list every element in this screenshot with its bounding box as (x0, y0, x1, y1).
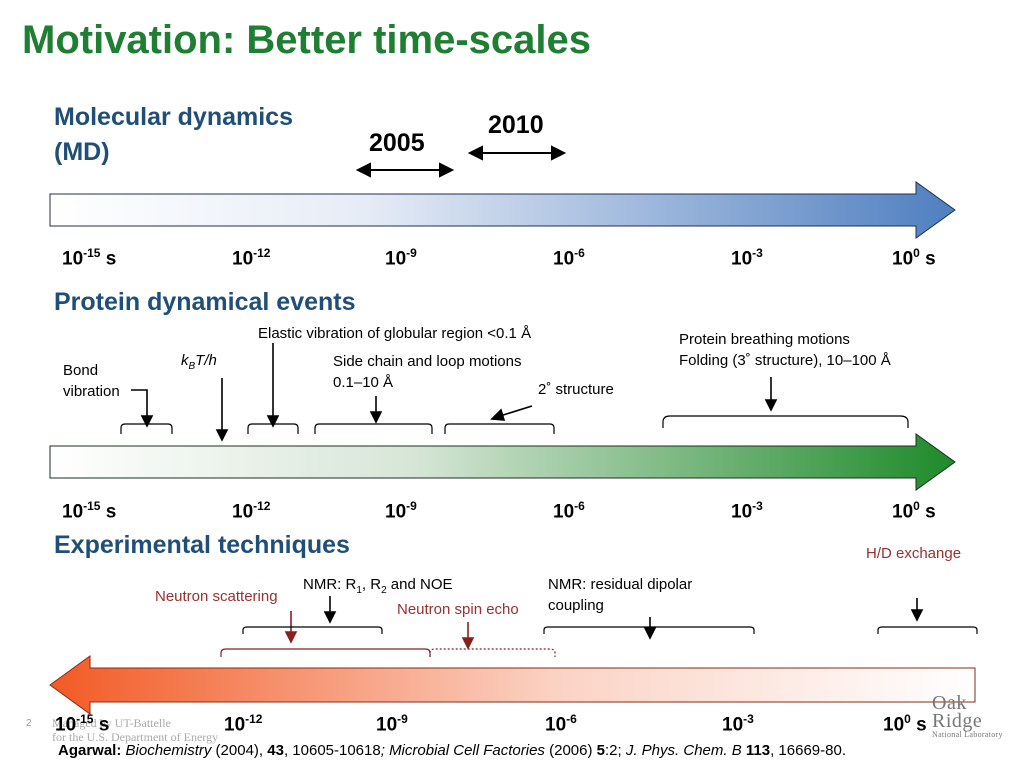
neutron-scattering-label: Neutron scattering (155, 588, 278, 605)
breathing-pointer (764, 377, 778, 412)
protein-tick-2: 10-12 (232, 499, 271, 523)
secondary-structure-pointer (490, 405, 533, 421)
neutron-scattering-brace (220, 648, 431, 657)
page-title: Motivation: Better time-scales (22, 18, 592, 62)
side-chain-brace (314, 423, 433, 434)
page-number: 2 (26, 718, 32, 729)
bond-brace (120, 423, 173, 434)
citation-footer: Agarwal: Biochemistry (2004), 43, 10605-… (58, 742, 846, 759)
neutron-scattering-pointer (284, 611, 298, 644)
kbt-label: kBT/h (181, 352, 217, 372)
managed-by-text: Managed by UT-Battelle for the U.S. Depar… (52, 716, 219, 744)
hd-exchange-pointer (910, 598, 924, 622)
secondary-structure-brace (444, 423, 555, 434)
breathing-label: Protein breathing motions Folding (3˚ str… (679, 331, 891, 369)
spin-echo-label: Neutron spin echo (397, 601, 519, 618)
elastic-vibration-label: Elastic vibration of globular region <0.… (258, 325, 532, 342)
experimental-heading: Experimental techniques (54, 531, 350, 559)
breathing-brace (662, 415, 909, 428)
md-year-2005: 2005 (369, 129, 425, 157)
protein-tick-6: 100 s (892, 499, 936, 523)
spin-echo-pointer (461, 622, 475, 650)
spin-echo-brace (429, 648, 556, 657)
protein-heading: Protein dynamical events (54, 288, 356, 316)
md-timescale-arrow (49, 181, 956, 239)
nmr-rdc-pointer (643, 617, 657, 640)
md-tick-2: 10-12 (232, 246, 271, 270)
protein-tick-4: 10-6 (553, 499, 585, 523)
hd-exchange-label: H/D exchange (866, 545, 962, 562)
exp-tick-4: 10-6 (545, 712, 577, 736)
exp-tick-6: 100 s (883, 712, 927, 736)
exp-tick-1: 10-15 s (55, 712, 110, 736)
md-tick-6: 100 s (892, 246, 936, 270)
exp-tick-5: 10-3 (722, 712, 754, 736)
md-tick-3: 10-9 (385, 246, 417, 270)
md-2010-range-arrow (467, 145, 567, 161)
experimental-timescale-arrow (49, 655, 976, 715)
elastic-pointer (266, 343, 280, 428)
protein-tick-3: 10-9 (385, 499, 417, 523)
md-2005-range-arrow (355, 162, 455, 178)
md-year-2010: 2010 (488, 111, 544, 139)
md-heading-line1: Molecular dynamics (54, 103, 293, 131)
kbt-pointer (215, 378, 229, 442)
nmr-r-brace (242, 626, 383, 634)
nmr-rdc-label: NMR: residual dipolar coupling (548, 576, 693, 614)
md-tick-1: 10-15 s (62, 246, 117, 270)
md-tick-4: 10-6 (553, 246, 585, 270)
protein-tick-5: 10-3 (731, 499, 763, 523)
oak-ridge-logo: Oak Ridge National Laboratory (932, 692, 1003, 739)
bond-vibration-pointer (131, 389, 154, 428)
side-chain-pointer (369, 396, 383, 424)
exp-tick-3: 10-9 (376, 712, 408, 736)
nmr-r-pointer (323, 596, 337, 624)
protein-timescale-arrow (49, 433, 956, 491)
elastic-brace (247, 423, 299, 434)
side-chain-label: Side chain and loop motions 0.1–10 Å (333, 353, 522, 391)
secondary-structure-label: 2˚ structure (538, 381, 614, 398)
nmr-r-label: NMR: R1, R2 and NOE (303, 576, 453, 596)
nmr-rdc-brace (543, 626, 755, 634)
md-tick-5: 10-3 (731, 246, 763, 270)
hd-exchange-brace (877, 626, 978, 634)
bond-vibration-label: Bond vibration (63, 362, 120, 400)
md-heading-line2: (MD) (54, 138, 110, 166)
exp-tick-2: 10-12 (224, 712, 263, 736)
protein-tick-1: 10-15 s (62, 499, 117, 523)
